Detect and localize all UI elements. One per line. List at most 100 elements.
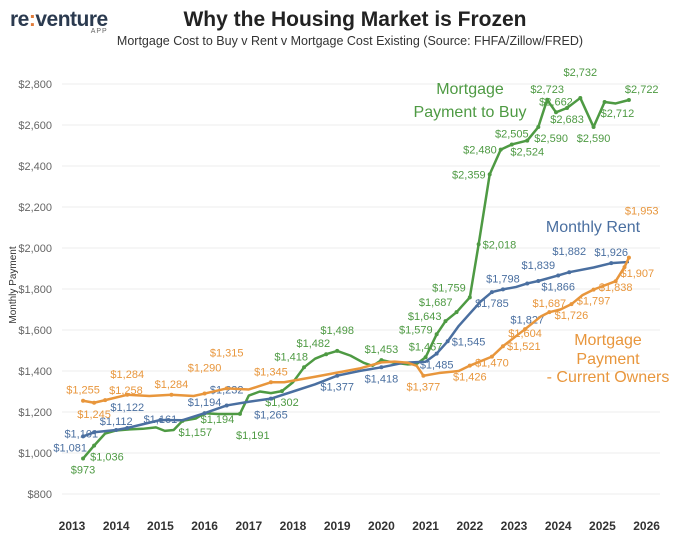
y-tick-label: $800 — [28, 489, 52, 501]
data-label: $1,194 — [188, 397, 222, 409]
x-tick-label: 2023 — [501, 519, 528, 533]
data-label: $973 — [71, 465, 95, 477]
data-point — [578, 95, 583, 100]
data-point — [569, 302, 574, 307]
data-point — [509, 142, 514, 147]
data-label: $1,545 — [452, 336, 486, 348]
data-label: $1,687 — [533, 298, 567, 310]
series-line — [82, 96, 630, 460]
data-label: $1,482 — [296, 338, 330, 350]
data-point — [379, 365, 384, 370]
data-point — [92, 430, 97, 435]
data-point — [591, 287, 596, 292]
data-point — [302, 365, 307, 370]
data-point — [467, 295, 472, 300]
chart-subtitle: Mortgage Cost to Buy v Rent v Mortgage C… — [116, 34, 584, 48]
data-label: $1,643 — [408, 311, 442, 323]
data-label: $1,797 — [577, 296, 611, 308]
data-label: $2,732 — [563, 67, 597, 79]
data-label: $1,315 — [210, 347, 244, 359]
data-point — [81, 434, 86, 439]
data-label: $1,377 — [407, 382, 441, 394]
y-tick-label: $1,000 — [18, 448, 52, 460]
data-label: $1,290 — [188, 363, 222, 375]
data-label: $1,579 — [399, 324, 433, 336]
data-label: $2,505 — [495, 128, 529, 140]
data-point — [443, 319, 448, 324]
data-label: $2,590 — [577, 133, 611, 145]
data-label: $1,687 — [419, 297, 453, 309]
y-tick-label: $1,200 — [18, 407, 52, 419]
data-point — [169, 392, 174, 397]
data-point — [224, 403, 229, 408]
y-tick-label: $2,000 — [18, 243, 52, 255]
series-annotation: Mortgage — [574, 332, 642, 349]
series-annotation: Payment to Buy — [414, 104, 527, 121]
data-label: $1,232 — [210, 384, 244, 396]
series-mortgage-payment-to-buy: $973$1,036$1,157$1,194$1,191$1,302$1,418… — [71, 67, 659, 477]
data-point — [500, 344, 505, 349]
x-tick-label: 2015 — [147, 519, 174, 533]
data-point — [224, 386, 229, 391]
x-tick-label: 2017 — [235, 519, 262, 533]
data-label: $2,590 — [534, 133, 568, 145]
series-annotation: Payment — [576, 351, 640, 368]
x-tick-label: 2025 — [589, 519, 616, 533]
data-point — [335, 348, 340, 353]
data-label: $1,604 — [508, 328, 542, 340]
data-label: $1,866 — [541, 281, 575, 293]
y-tick-label: $1,600 — [18, 325, 52, 337]
data-point — [567, 270, 572, 275]
data-label: $1,498 — [320, 325, 354, 337]
logo-text-a: re — [10, 8, 29, 31]
data-label: $1,101 — [64, 428, 98, 440]
data-label: $1,926 — [594, 247, 628, 259]
data-label: $2,683 — [550, 114, 584, 126]
data-point — [476, 242, 481, 247]
data-label: $1,036 — [90, 452, 124, 464]
data-label: $1,453 — [365, 344, 399, 356]
x-tick-label: 2014 — [103, 519, 130, 533]
data-point — [421, 373, 426, 378]
y-axis-label: Monthly Payment — [8, 246, 19, 323]
data-label: $1,798 — [486, 273, 520, 285]
data-point — [454, 310, 459, 315]
x-tick-label: 2018 — [280, 519, 307, 533]
data-label: $1,245 — [77, 409, 111, 421]
y-tick-label: $1,400 — [18, 366, 52, 378]
data-point — [434, 332, 439, 337]
data-label: $1,265 — [254, 410, 288, 422]
series-monthly-rent: $1,081$1,101$1,112$1,122$1,161$1,194$1,2… — [53, 219, 640, 454]
data-point — [626, 97, 631, 102]
data-label: $1,345 — [254, 366, 288, 378]
data-point — [489, 290, 494, 295]
data-label: $1,284 — [110, 369, 144, 381]
y-tick-label: $1,800 — [18, 284, 52, 296]
x-tick-label: 2021 — [412, 519, 439, 533]
data-point — [92, 443, 97, 448]
data-label: $1,377 — [320, 382, 354, 394]
data-point — [114, 428, 119, 433]
data-point — [500, 287, 505, 292]
data-label: $2,662 — [539, 96, 573, 108]
data-point — [536, 279, 541, 284]
data-label: $1,785 — [475, 298, 509, 310]
data-point — [202, 391, 207, 396]
data-label: $1,418 — [274, 351, 308, 363]
data-label: $1,418 — [365, 373, 399, 385]
chart-title: Why the Housing Market is Frozen — [183, 8, 527, 31]
data-point — [487, 172, 492, 177]
x-tick-label: 2016 — [191, 519, 218, 533]
data-label: $2,723 — [530, 84, 564, 96]
data-point — [268, 380, 273, 385]
series-mortgage-payment-current-owners: $1,255 $1,245 $1,258 $1,284 $1,284 $1,290 $1,3… — [66, 206, 669, 421]
data-point — [467, 363, 472, 368]
y-tick-label: $2,400 — [18, 161, 52, 173]
x-tick-label: 2020 — [368, 519, 395, 533]
data-point — [547, 310, 552, 315]
data-label: $1,258 — [109, 385, 143, 397]
data-point — [434, 351, 439, 356]
series-annotation: Mortgage — [436, 81, 504, 98]
data-label: $1,284 — [155, 379, 189, 391]
